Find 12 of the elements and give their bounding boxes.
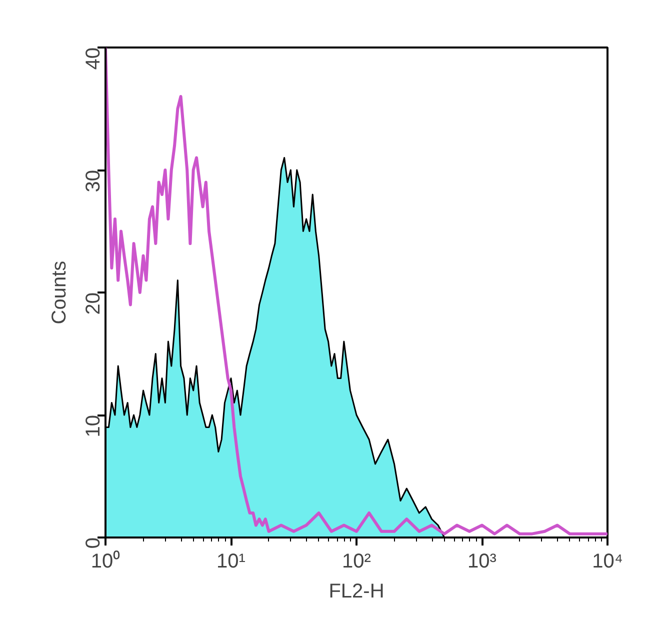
x-tick-label: 10⁰: [90, 550, 120, 572]
x-tick-label: 10²: [342, 550, 372, 572]
x-tick-label: 10³: [468, 550, 497, 572]
x-tick-label: 10¹: [216, 550, 246, 572]
y-tick-label: 10: [82, 414, 104, 438]
y-tick-label: 30: [82, 170, 104, 192]
y-tick-label: 20: [82, 292, 104, 315]
y-tick-label: 40: [82, 47, 104, 70]
y-tick-label: 0: [82, 538, 104, 549]
x-axis-title: FL2-H: [328, 580, 384, 602]
y-axis-title: Counts: [48, 260, 70, 324]
x-tick-label: 10⁴: [592, 550, 623, 572]
